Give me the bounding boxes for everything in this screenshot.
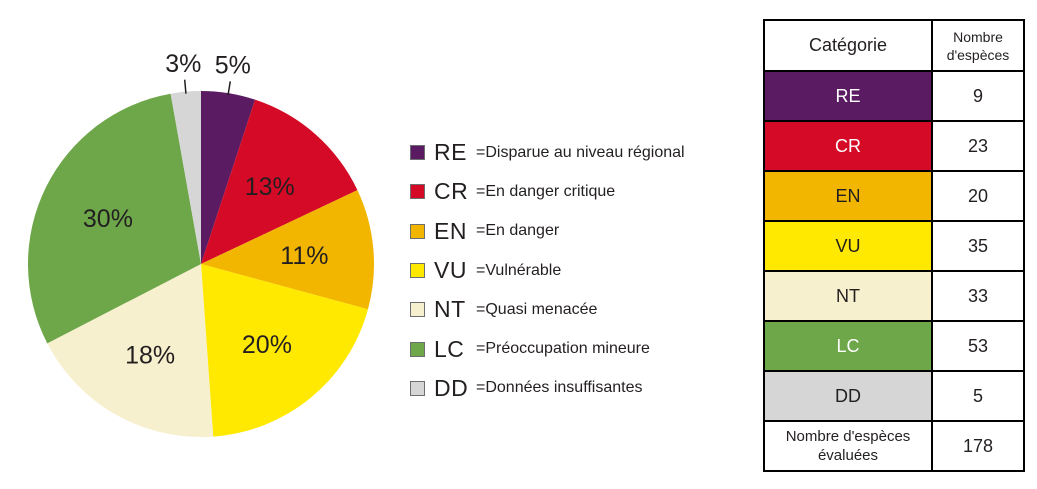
total-label: Nombre d'espèces évaluées [763, 420, 933, 472]
legend-item-re: RE = Disparue au niveau régional [410, 133, 685, 172]
legend-item-cr: CR = En danger critique [410, 172, 685, 211]
pie-label-re: 5% [215, 52, 251, 80]
legend-item-vu: VU = Vulnérable [410, 251, 685, 290]
table-row-nt: NT 33 [763, 270, 1025, 322]
total-label-line2: évaluées [817, 447, 879, 464]
legend-description: Préoccupation mineure [485, 340, 650, 358]
species-count-cell: 33 [931, 270, 1025, 322]
legend-swatch [410, 341, 425, 357]
category-cell: NT [763, 270, 933, 322]
legend-equals: = [476, 143, 486, 161]
table-row-re: RE 9 [763, 70, 1025, 122]
legend-swatch [410, 380, 425, 396]
pie-label-lc: 30% [83, 205, 133, 233]
legend-description: En danger critique [485, 182, 616, 200]
leader-line-dd [183, 79, 187, 94]
legend-item-dd: DD = Données insuffisantes [410, 369, 685, 408]
pie-label-vu: 20% [242, 331, 292, 359]
header-count-line2: d'espèces [946, 46, 1010, 63]
species-count-cell: 35 [931, 220, 1025, 272]
legend-swatch [410, 263, 425, 279]
pie-leader-lines [183, 79, 232, 96]
header-count-line1: Nombre [953, 28, 1003, 45]
category-cell: EN [763, 170, 933, 222]
total-label-line1: Nombre d'espèces [785, 428, 911, 445]
category-cell: VU [763, 220, 933, 272]
category-table: Catégorie Nombre d'espèces RE 9 CR 23 EN 20 VU 3… [763, 19, 1025, 472]
pie-label-en: 11% [280, 242, 328, 270]
species-count-cell: 20 [931, 170, 1025, 222]
legend-description: Quasi menacée [485, 300, 598, 318]
pie-label-dd: 3% [165, 50, 201, 78]
table-header-row: Catégorie Nombre d'espèces [763, 19, 1025, 72]
pie-slice-nt [47, 264, 214, 438]
legend-code: NT [434, 296, 466, 323]
legend-item-nt: NT = Quasi menacée [410, 290, 685, 329]
table-row-cr: CR 23 [763, 120, 1025, 172]
legend-swatch [410, 184, 425, 200]
category-cell: CR [763, 120, 933, 172]
pie-slice-dd [170, 91, 201, 264]
species-count-cell: 9 [931, 70, 1025, 122]
legend: RE = Disparue au niveau régional CR = En da… [410, 133, 685, 408]
legend-swatch [410, 223, 425, 239]
legend-code: CR [434, 178, 469, 205]
legend-description: Données insuffisantes [485, 379, 643, 397]
table-total-row: Nombre d'espèces évaluées 178 [763, 420, 1025, 472]
legend-item-en: EN = En danger [410, 212, 685, 251]
category-cell: DD [763, 370, 933, 422]
category-cell: LC [763, 320, 933, 372]
pie-slice-en [201, 190, 374, 310]
pie-chart: 5% 13% 11% 20% 18% 30% 3% [27, 50, 374, 438]
legend-swatch [410, 145, 425, 161]
legend-description: Disparue au niveau régional [485, 143, 685, 161]
legend-code: EN [434, 217, 467, 244]
species-count-cell: 53 [931, 320, 1025, 372]
legend-description: Vulnérable [485, 261, 562, 279]
table-row-lc: LC 53 [763, 320, 1025, 372]
pie-slice-lc [27, 93, 202, 344]
pie-slice-re [201, 91, 256, 264]
table-row-vu: VU 35 [763, 220, 1025, 272]
species-count-cell: 23 [931, 120, 1025, 172]
pie-slice-vu [201, 264, 368, 437]
legend-code: DD [434, 374, 469, 401]
table-row-dd: DD 5 [763, 370, 1025, 422]
pie-label-nt: 18% [125, 342, 175, 370]
pie-slices [27, 91, 374, 438]
legend-code: VU [434, 257, 467, 284]
legend-equals: = [476, 182, 486, 200]
pie-slice-cr [201, 99, 358, 264]
species-count-cell: 5 [931, 370, 1025, 422]
legend-equals: = [476, 340, 486, 358]
pie-percent-labels: 5% 13% 11% 20% 18% 30% 3% [83, 50, 329, 370]
total-value: 178 [931, 420, 1025, 472]
legend-description: En danger [485, 222, 560, 240]
header-species-count: Nombre d'espèces [931, 19, 1025, 72]
pie-label-cr: 13% [245, 173, 295, 201]
legend-equals: = [476, 300, 486, 318]
legend-swatch [410, 302, 425, 318]
header-category: Catégorie [763, 19, 933, 72]
legend-code: LC [434, 335, 465, 362]
category-cell: RE [763, 70, 933, 122]
legend-equals: = [476, 222, 486, 240]
leader-line-re [227, 81, 232, 96]
legend-equals: = [476, 261, 486, 279]
table-row-en: EN 20 [763, 170, 1025, 222]
legend-equals: = [476, 379, 486, 397]
legend-code: RE [434, 139, 467, 166]
table-body: RE 9 CR 23 EN 20 VU 35 NT 33 LC 53 DD 5 [763, 70, 1025, 422]
legend-item-lc: LC = Préoccupation mineure [410, 329, 685, 368]
